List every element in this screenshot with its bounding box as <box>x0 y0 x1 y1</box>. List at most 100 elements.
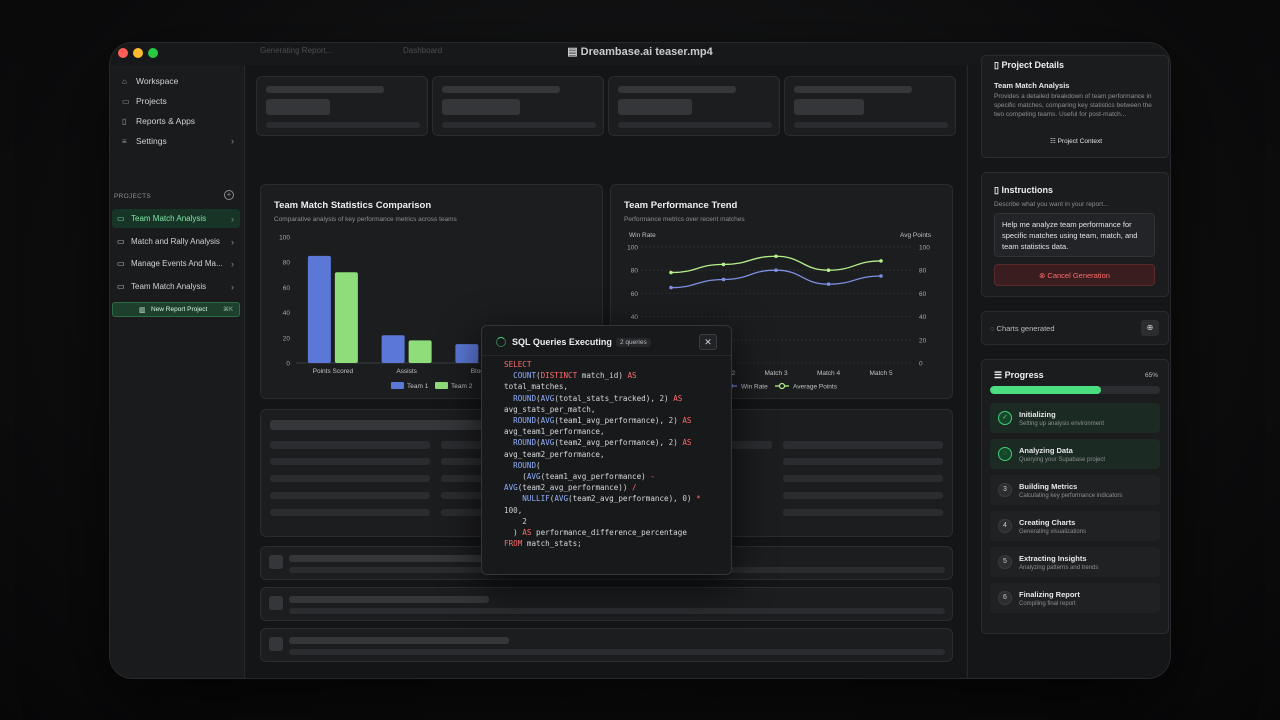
chart-icon: ▥ <box>139 306 146 314</box>
project-description: Provides a detailed breakdown of team pe… <box>994 93 1152 118</box>
project-item-team-match-analysis[interactable]: ▭ Team Match Analysis › <box>112 209 240 228</box>
x-tick-label: Match 5 <box>869 370 893 377</box>
data-point <box>669 270 673 275</box>
data-point <box>774 268 778 272</box>
y-tick-label: 80 <box>631 268 639 275</box>
skeleton-line <box>442 86 560 93</box>
skeleton-line <box>270 458 430 465</box>
skeleton-line <box>618 86 736 93</box>
maximize-window-button[interactable] <box>148 48 158 58</box>
step-analyzing-data: ◌ Analyzing Data Querying your Supabase … <box>990 439 1160 469</box>
sliders-icon: ☷ <box>1049 138 1058 145</box>
sidebar: ⌂ Workspace ▭ Projects ▯ Reports & Apps ≡ Se… <box>110 65 245 678</box>
line-chart-subtitle: Performance metrics over recent matches <box>624 216 745 223</box>
minimize-window-button[interactable] <box>133 48 143 58</box>
chevron-right-icon: › <box>231 236 234 247</box>
skeleton-line <box>442 122 596 128</box>
cancel-generation-button[interactable]: ⊗ Cancel Generation <box>994 264 1155 286</box>
project-context-button[interactable]: ☷ Project Context <box>982 137 1170 145</box>
nav-settings[interactable]: ≡ Settings › <box>116 132 240 150</box>
progress-title-text: Progress <box>1004 370 1044 380</box>
progress-bar-fill <box>990 386 1101 394</box>
data-point <box>721 262 726 267</box>
nav-settings-label: Settings <box>136 136 167 146</box>
project-details-card: ▯ Project Details Team Match Analysis Pr… <box>981 55 1169 158</box>
spinner-icon: ◌ <box>990 324 997 333</box>
y2-tick-label: 60 <box>919 291 927 298</box>
y-tick-label: 60 <box>283 285 291 292</box>
y-tick-label: 40 <box>631 314 639 321</box>
skeleton-line <box>794 86 912 93</box>
new-report-project-button[interactable]: ▥ New Report Project ⌘K <box>112 302 240 317</box>
folder-icon: ▭ <box>117 214 125 223</box>
title-bar: Generating Report... Dashboard ▤ Dreamba… <box>110 43 1170 63</box>
close-window-button[interactable] <box>118 48 128 58</box>
step-number: 4 <box>998 519 1012 533</box>
zoom-icon[interactable]: ⊕ <box>1141 320 1159 336</box>
file-icon: ▤ <box>567 46 581 58</box>
step-desc: Analyzing patterns and trends <box>1019 565 1099 571</box>
project-context-label: Project Context <box>1057 138 1103 145</box>
step-finalizing-report: 6 Finalizing Report Compiling final repo… <box>990 583 1160 613</box>
data-point <box>721 277 726 282</box>
step-desc: Querying your Supabase project <box>1019 457 1106 463</box>
skeleton-line <box>270 441 430 449</box>
skeleton-line <box>270 509 430 516</box>
step-creating-charts: 4 Creating Charts Generating visualizati… <box>990 511 1160 541</box>
y2-tick-label: 20 <box>919 337 927 344</box>
chevron-right-icon: › <box>231 136 234 146</box>
nav-workspace[interactable]: ⌂ Workspace <box>116 72 240 90</box>
skeleton-line <box>783 492 943 499</box>
skeleton-line <box>266 86 384 93</box>
sliders-icon: ≡ <box>122 136 127 146</box>
skeleton-icon <box>269 596 283 610</box>
skeleton-block <box>442 99 520 115</box>
y-tick-label: 20 <box>283 335 291 342</box>
add-project-icon[interactable]: + <box>224 190 234 200</box>
step-number: 6 <box>998 591 1012 605</box>
skeleton-line <box>289 637 509 644</box>
y2-tick-label: 80 <box>919 268 927 275</box>
skeleton-line <box>289 555 509 562</box>
bar-team-1 <box>381 335 405 363</box>
y-tick-label: 60 <box>631 291 639 298</box>
project-item-team-match-analysis-2[interactable]: ▭ Team Match Analysis › <box>112 277 240 296</box>
x-tick-label: Blocks <box>471 368 491 375</box>
step-title: Initializing <box>1019 410 1056 419</box>
step-number: 3 <box>998 483 1012 497</box>
skeleton-line <box>270 475 430 482</box>
instructions-textarea[interactable]: Help me analyze team performance for spe… <box>994 213 1155 257</box>
skeleton-line <box>794 122 948 128</box>
instructions-hint: Describe what you want in your report... <box>994 201 1109 208</box>
kpi-skeleton-card <box>608 76 780 136</box>
step-title: Finalizing Report <box>1019 590 1080 599</box>
doc-icon: ▯ <box>994 185 1002 195</box>
project-item-manage-events[interactable]: ▭ Manage Events And Ma... › <box>112 254 240 273</box>
legend-swatch <box>435 382 448 389</box>
y-tick-label: 80 <box>283 260 291 267</box>
project-item-match-rally[interactable]: ▭ Match and Rally Analysis › <box>112 232 240 251</box>
step-initializing: ✓ Initializing Setting up analysis envir… <box>990 403 1160 433</box>
nav-reports-apps[interactable]: ▯ Reports & Apps <box>116 112 240 130</box>
progress-percent: 65% <box>1144 372 1158 379</box>
step-desc: Generating visualizations <box>1019 529 1087 535</box>
kpi-skeleton-card <box>784 76 956 136</box>
step-number: 5 <box>998 555 1012 569</box>
line-chart-title: Team Performance Trend <box>624 200 738 211</box>
list-icon: ☰ <box>994 370 1005 380</box>
charts-status: ◌ Charts generated <box>990 324 1055 333</box>
skeleton-line <box>783 441 943 449</box>
charts-status-card: ◌ Charts generated ⊕ <box>981 311 1169 345</box>
skeleton-block <box>794 99 864 115</box>
step-title: Creating Charts <box>1019 518 1076 527</box>
skeleton-block <box>618 99 692 115</box>
folder-icon: ▭ <box>117 237 125 246</box>
legend-label: Average Points <box>793 384 838 391</box>
query-count-badge: 2 queries <box>616 338 651 347</box>
data-point <box>879 259 883 263</box>
nav-projects[interactable]: ▭ Projects <box>116 92 240 110</box>
skeleton-line <box>783 458 943 465</box>
close-icon[interactable]: ✕ <box>699 334 717 350</box>
doc-icon: ▯ <box>122 116 127 126</box>
step-title: Building Metrics <box>1019 482 1078 491</box>
